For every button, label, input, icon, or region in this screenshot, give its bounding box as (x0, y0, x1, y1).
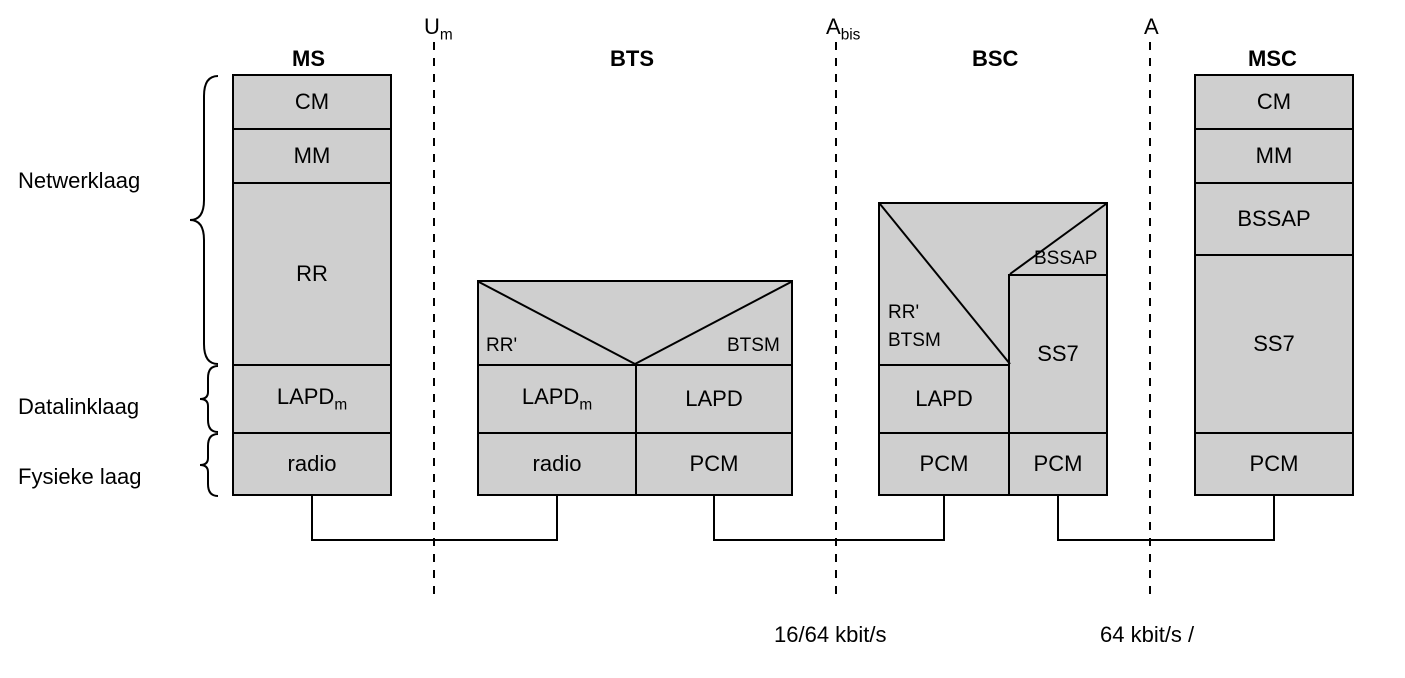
bsc-pcm-left-text: PCM (920, 451, 969, 477)
msc-cm-text: CM (1257, 89, 1291, 115)
bts-btsm-text: BTSM (727, 335, 780, 357)
ms-rr-text: RR (296, 261, 328, 287)
ms-mm-cell: MM (232, 128, 392, 184)
ms-lapdm-text: LAPDm (277, 384, 347, 414)
layer-network-label: Netwerklaag (18, 168, 140, 194)
layer-datalink-label: Datalinklaag (18, 394, 139, 420)
ms-radio-text: radio (288, 451, 337, 477)
msc-mm-text: MM (1256, 143, 1293, 169)
bsc-pcm-right-cell: PCM (1008, 432, 1108, 496)
bts-pcm-text: PCM (690, 451, 739, 477)
bts-pcm-cell: PCM (635, 432, 793, 496)
ms-mm-text: MM (294, 143, 331, 169)
bts-lapdm-cell: LAPDm (477, 364, 637, 434)
col-bts-title: BTS (610, 46, 654, 72)
bsc-lapd-cell: LAPD (878, 364, 1010, 434)
msc-bssap-text: BSSAP (1237, 206, 1310, 232)
conn-um (312, 496, 557, 540)
col-ms-title: MS (292, 46, 325, 72)
bsc-pcm-right-text: PCM (1034, 451, 1083, 477)
msc-ss7-text: SS7 (1253, 331, 1295, 357)
brace-network (190, 76, 218, 364)
ms-lapdm-cell: LAPDm (232, 364, 392, 434)
bts-lapd-text: LAPD (685, 386, 742, 412)
msc-cm-cell: CM (1194, 74, 1354, 130)
diagram-canvas: Um Abis A MS BTS BSC MSC Netwerklaag Dat… (0, 0, 1405, 678)
brace-physical (200, 434, 218, 496)
rate-abis: 16/64 kbit/s (774, 622, 887, 648)
layer-physical-label: Fysieke laag (18, 464, 142, 490)
bsc-ss7-cell: SS7 (1008, 274, 1108, 434)
msc-ss7-cell: SS7 (1194, 254, 1354, 434)
conn-abis (714, 496, 944, 540)
iface-abis-label: Abis (826, 14, 860, 44)
msc-pcm-text: PCM (1250, 451, 1299, 477)
bsc-rr-text: RR' (888, 302, 919, 324)
msc-bssap-cell: BSSAP (1194, 182, 1354, 256)
bsc-ss7-text: SS7 (1037, 341, 1079, 367)
bts-rr-text: RR' (486, 335, 517, 357)
bts-radio-cell: radio (477, 432, 637, 496)
col-bsc-title: BSC (972, 46, 1018, 72)
col-msc-title: MSC (1248, 46, 1297, 72)
iface-um-label: Um (424, 14, 453, 44)
ms-rr-cell: RR (232, 182, 392, 366)
brace-datalink (200, 366, 218, 432)
iface-a-label: A (1144, 14, 1159, 40)
msc-pcm-cell: PCM (1194, 432, 1354, 496)
bts-lapd-cell: LAPD (635, 364, 793, 434)
bts-lapdm-text: LAPDm (522, 384, 592, 414)
bsc-bssap-text: BSSAP (1034, 248, 1097, 270)
ms-cm-cell: CM (232, 74, 392, 130)
conn-a (1058, 496, 1274, 540)
ms-radio-cell: radio (232, 432, 392, 496)
bts-radio-text: radio (533, 451, 582, 477)
bsc-btsm-text: BTSM (888, 330, 941, 352)
msc-mm-cell: MM (1194, 128, 1354, 184)
bsc-lapd-text: LAPD (915, 386, 972, 412)
rate-a: 64 kbit/s / (1100, 622, 1194, 648)
ms-cm-text: CM (295, 89, 329, 115)
bsc-pcm-left-cell: PCM (878, 432, 1010, 496)
